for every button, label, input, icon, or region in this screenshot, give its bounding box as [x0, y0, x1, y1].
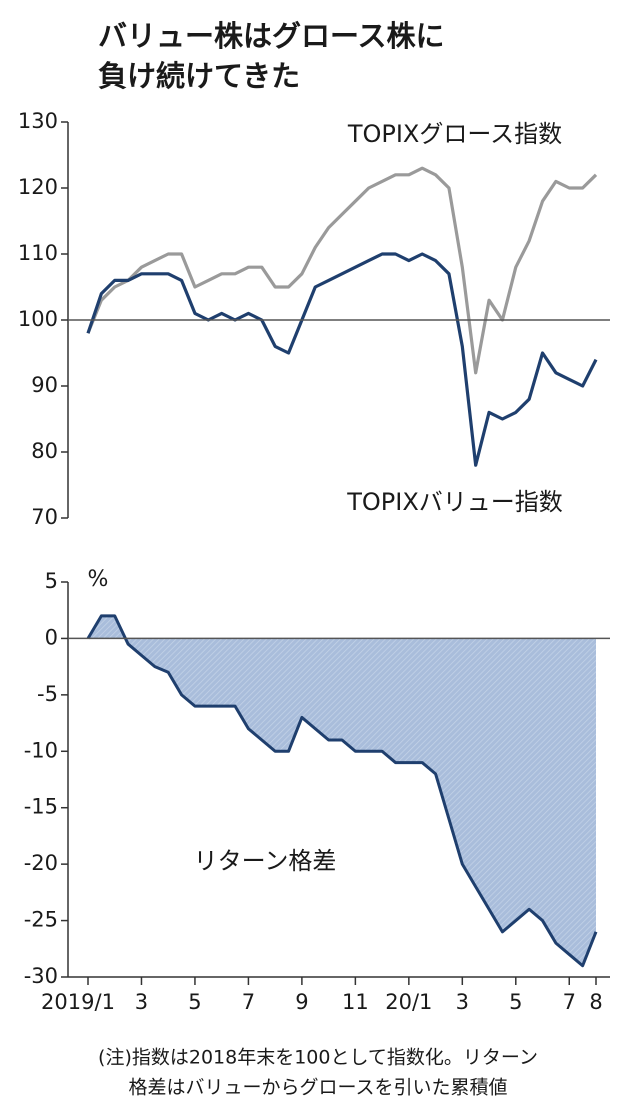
x-tick-label: 20/1	[385, 990, 432, 1014]
y-tick-label: -5	[37, 682, 58, 706]
y-tick-label: 80	[31, 439, 58, 463]
footnote-line: (注)指数は2018年末を100として指数化。リターン	[98, 1047, 538, 1069]
y-tick-label: 5	[45, 569, 58, 593]
x-tick-label: 11	[342, 990, 369, 1014]
series-label: TOPIXグロース指数	[347, 120, 562, 148]
y-tick-label: 90	[31, 373, 58, 397]
y-tick-label: 130	[18, 109, 58, 133]
y-tick-label: 110	[18, 241, 58, 265]
x-tick-label: 3	[456, 990, 469, 1014]
footnote-line: 格差はバリューからグロースを引いた累積値	[128, 1077, 507, 1099]
series-label: TOPIXバリュー指数	[346, 488, 563, 516]
x-tick-label: 2019/1	[41, 990, 115, 1014]
y-tick-label: 100	[18, 307, 58, 331]
series-line	[86, 166, 598, 375]
title-line: バリュー株はグロース株に	[98, 19, 445, 53]
x-tick-label: 3	[135, 990, 148, 1014]
y-axis-unit: %	[88, 567, 109, 592]
area-fill	[88, 615, 596, 966]
y-tick-label: -25	[24, 908, 58, 932]
series-line	[86, 252, 598, 467]
x-tick-label: 7	[563, 990, 576, 1014]
y-tick-label: 120	[18, 175, 58, 199]
x-tick-label: 9	[295, 990, 308, 1014]
y-tick-label: 70	[31, 505, 58, 529]
title-line: 負け続けてきた	[98, 59, 300, 93]
y-tick-label: -15	[24, 795, 58, 819]
y-tick-label: -30	[24, 964, 58, 988]
x-tick-label: 8	[589, 990, 602, 1014]
series-label: リターン格差	[194, 847, 337, 875]
y-tick-label: -10	[24, 738, 58, 762]
y-tick-label: 0	[45, 625, 58, 649]
x-tick-label: 5	[509, 990, 522, 1014]
x-tick-label: 7	[242, 990, 255, 1014]
y-tick-label: -20	[24, 851, 58, 875]
x-tick-label: 5	[188, 990, 201, 1014]
area-line	[86, 614, 598, 968]
